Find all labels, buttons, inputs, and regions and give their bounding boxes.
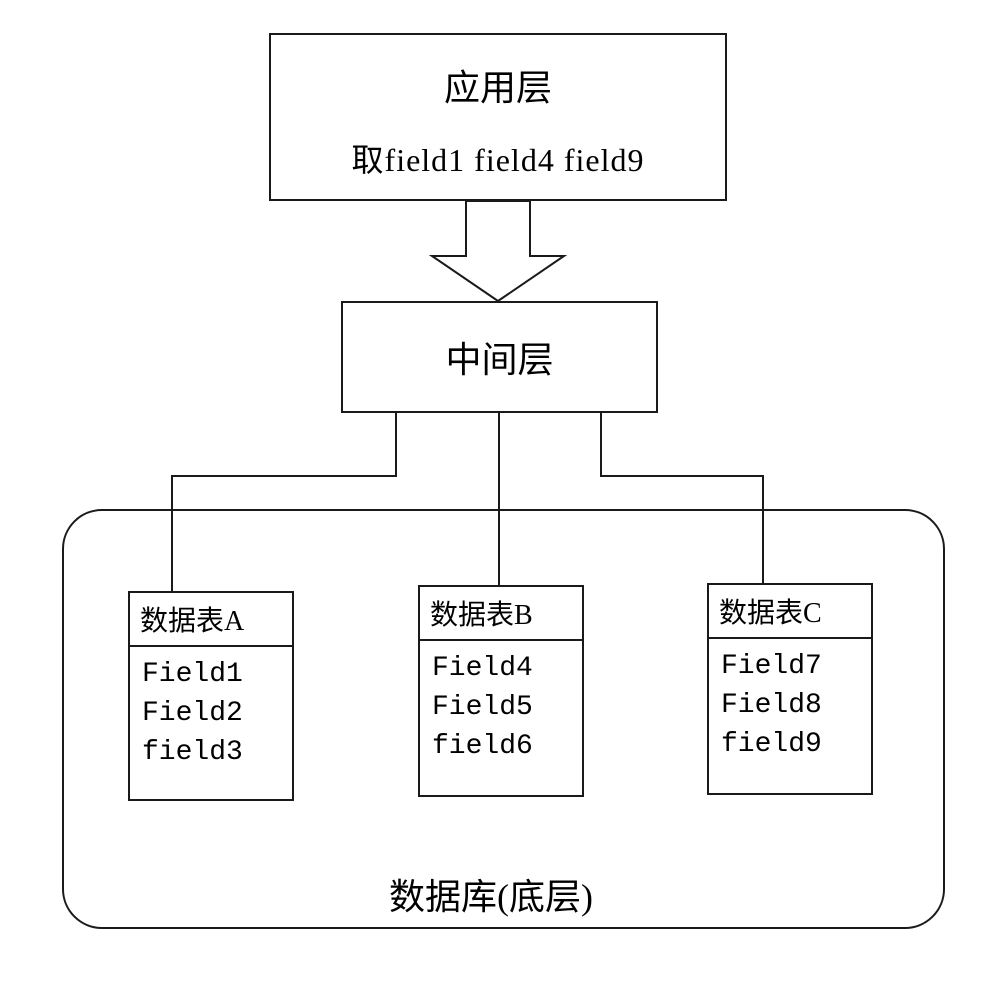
table-field: field6	[432, 727, 570, 766]
database-label: 数据库(底层)	[389, 868, 593, 920]
table-fields: Field7Field8field9	[709, 639, 871, 773]
table-fields: Field4Field5field6	[420, 641, 582, 775]
middle-layer-box: 中间层	[341, 301, 658, 413]
app-layer-title: 应用层	[271, 59, 725, 111]
architecture-diagram: 应用层 取field1 field4 field9 中间层 数据库(底层) 数据…	[0, 0, 1000, 999]
table-field: Field7	[721, 647, 859, 686]
table-A: 数据表AField1Field2field3	[128, 591, 294, 801]
table-field: Field2	[142, 694, 280, 733]
table-header: 数据表A	[130, 593, 292, 647]
table-header: 数据表B	[420, 587, 582, 641]
table-fields: Field1Field2field3	[130, 647, 292, 781]
table-header: 数据表C	[709, 585, 871, 639]
table-field: Field4	[432, 649, 570, 688]
table-B: 数据表BField4Field5field6	[418, 585, 584, 797]
down-arrow-icon	[432, 201, 564, 301]
app-layer-subtitle: 取field1 field4 field9	[271, 135, 725, 181]
app-layer-box: 应用层 取field1 field4 field9	[269, 33, 727, 201]
table-field: field3	[142, 733, 280, 772]
table-field: Field1	[142, 655, 280, 694]
table-C: 数据表CField7Field8field9	[707, 583, 873, 795]
table-field: field9	[721, 725, 859, 764]
table-field: Field5	[432, 688, 570, 727]
table-field: Field8	[721, 686, 859, 725]
middle-layer-label: 中间层	[445, 331, 553, 383]
